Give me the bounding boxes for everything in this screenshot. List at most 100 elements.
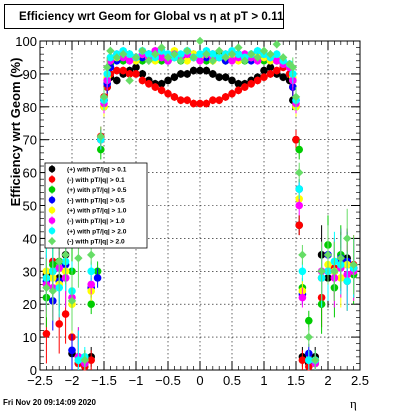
data-point <box>144 56 153 65</box>
legend-label: (+) with pT/|q| > 1.0 <box>67 208 127 215</box>
y-tick-label: 50 <box>23 199 37 214</box>
legend: (+) with pT/|q| > 0.1 (-) with pT/|q| > 0… <box>44 162 148 249</box>
legend-box <box>44 162 148 249</box>
legend-label: (-) with pT/|q| > 1.0 <box>67 218 125 225</box>
data-point <box>119 66 127 75</box>
x-tick-label: 2 <box>324 373 331 388</box>
data-point <box>61 310 70 318</box>
data-point <box>266 70 275 78</box>
data-point <box>157 53 166 62</box>
data-point <box>113 66 121 75</box>
data-point <box>292 135 300 144</box>
data-point <box>227 49 237 59</box>
y-tick-label: 0 <box>30 363 37 378</box>
y-tick-label: 80 <box>23 100 37 115</box>
x-tick-label: −2 <box>65 373 80 388</box>
data-point <box>330 267 339 276</box>
y-axis-label: Efficiency wrt Geom (%) <box>8 58 23 207</box>
x-axis-label: η <box>350 396 357 411</box>
data-point <box>260 66 268 75</box>
legend-entry: (+) with pT/|q| > 0.5 <box>48 185 127 194</box>
x-tick-label: 1.5 <box>287 373 305 388</box>
data-point <box>189 99 198 108</box>
data-point <box>253 76 262 85</box>
data-point <box>87 267 95 276</box>
x-tick-label: 0 <box>196 373 203 388</box>
legend-entry: (+) with pT/|q| > 0.1 <box>48 165 127 174</box>
data-point <box>138 70 147 78</box>
data-point <box>202 49 211 59</box>
data-point <box>177 96 185 105</box>
data-point <box>132 63 140 72</box>
data-point <box>234 43 243 52</box>
data-point <box>228 56 236 65</box>
data-point <box>349 260 358 269</box>
data-point <box>241 83 249 91</box>
data-point <box>259 46 269 56</box>
data-point <box>202 66 211 75</box>
data-point <box>247 79 255 88</box>
data-point <box>96 132 105 141</box>
axis-tick-labels: −2.5 −2 −1.5 −1 −0.5 0 0.5 1 1.5 2 2.5 0 10 20 30 40 50 6… <box>15 34 369 388</box>
data-point <box>131 53 141 62</box>
y-tick-label: 10 <box>23 330 37 345</box>
data-point <box>343 277 352 285</box>
data-point <box>151 49 160 59</box>
legend-label: (+) with pT/|q| > 2.0 <box>67 228 127 235</box>
data-point <box>183 70 191 78</box>
data-point <box>311 355 320 365</box>
data-point <box>183 56 191 65</box>
data-point <box>253 47 262 55</box>
data-point <box>279 73 288 81</box>
data-point <box>61 250 70 260</box>
data-point <box>125 56 134 65</box>
legend-label: (-) with pT/|q| > 0.1 <box>67 177 125 184</box>
data-point <box>67 296 77 306</box>
data-point <box>240 56 249 65</box>
data-point <box>273 50 281 58</box>
data-point <box>138 46 147 56</box>
data-point <box>298 250 307 260</box>
data-point <box>295 201 304 210</box>
data-point <box>55 257 64 266</box>
data-point <box>221 53 230 62</box>
legend-swatch <box>48 196 56 204</box>
y-tick-label: 20 <box>23 297 37 312</box>
data-point <box>305 356 313 364</box>
data-point <box>266 49 275 59</box>
data-point <box>157 86 166 95</box>
legend-entry: (+) with pT/|q| > 2.0 <box>48 226 127 235</box>
data-point <box>125 76 134 85</box>
legend-entry: (+) with pT/|q| > 1.0 <box>48 206 127 215</box>
data-point <box>228 89 236 98</box>
data-point <box>295 145 304 154</box>
data-point <box>295 168 304 177</box>
data-point <box>202 99 211 108</box>
x-tick-label: 0.5 <box>223 373 241 388</box>
data-point <box>195 36 205 46</box>
x-tick-label: −1.5 <box>91 373 117 388</box>
data-point <box>138 76 147 85</box>
data-point <box>215 46 224 56</box>
data-point <box>279 53 288 62</box>
legend-label: (-) with pT/|q| > 2.0 <box>67 239 125 246</box>
data-point <box>68 346 76 355</box>
data-point <box>215 96 223 105</box>
axis-ticks <box>39 40 361 371</box>
data-point <box>196 50 204 58</box>
x-tick-label: −1 <box>129 373 144 388</box>
data-point <box>157 79 166 88</box>
y-tick-label: 60 <box>23 166 37 181</box>
data-point <box>87 356 95 364</box>
data-point <box>183 46 192 56</box>
data-point <box>125 70 134 78</box>
data-point <box>93 274 102 282</box>
chart-title: Efficiency wrt Geom for Global vs η at p… <box>19 11 284 23</box>
data-point <box>125 50 134 58</box>
data-point <box>295 185 304 193</box>
data-point <box>221 73 230 81</box>
legend-swatch <box>48 217 56 224</box>
legend-swatch <box>48 186 56 193</box>
title-box: Efficiency wrt Geom for Global vs η at p… <box>4 4 284 29</box>
